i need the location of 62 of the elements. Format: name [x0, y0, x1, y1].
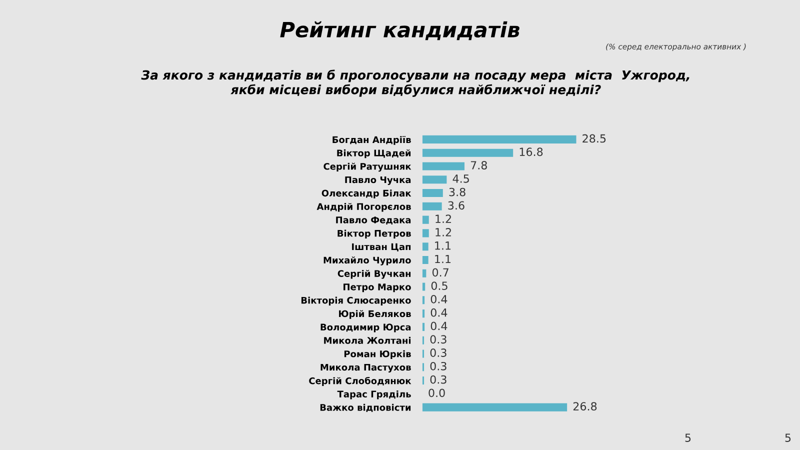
- y-tick-label: Володимир Юрса: [320, 324, 411, 332]
- data-label: 3.6: [448, 201, 464, 210]
- data-label: 7.8: [470, 161, 487, 170]
- y-tick-label: Вікторія Слюсаренко: [301, 296, 411, 306]
- data-label: 26.8: [573, 402, 597, 411]
- data-label: 28.5: [582, 134, 606, 143]
- data-label: 0.7: [432, 268, 448, 277]
- y-tick-label: Андрій Погорєлов: [316, 202, 411, 212]
- y-tick-label: Тарас Гряділь: [337, 390, 411, 400]
- data-label: 1.1: [435, 242, 451, 250]
- y-tick-label: Павло Чучка: [345, 176, 411, 185]
- y-tick-label: Іштван Цап: [352, 243, 411, 252]
- y-tick-label: Сергій Слободянюк: [309, 376, 412, 386]
- data-label: 1.1: [435, 254, 451, 264]
- bar: [422, 256, 428, 264]
- y-tick-label: Віктор Петров: [338, 230, 411, 239]
- data-label: 0.0: [428, 388, 445, 398]
- y-tick-label: Сергій Вучкан: [338, 270, 411, 279]
- data-label: 0.5: [431, 282, 448, 290]
- y-tick-label: Віктор Щадей: [337, 149, 411, 158]
- bar: [422, 242, 428, 251]
- data-label: 16.8: [520, 148, 543, 156]
- y-tick-label: Роман Юрків: [344, 350, 411, 360]
- y-tick-label: Олександр Білак: [322, 190, 412, 198]
- bar: [422, 282, 426, 291]
- bar: [422, 202, 442, 210]
- y-tick-label: Юрій Беляков: [339, 310, 411, 319]
- chart-subtitle: За якого з кандидатів ви б проголосували на посаду мера міста Ужгород, якби місцеві вибори відбулися найближчої неділі?: [141, 70, 690, 97]
- bar: [422, 189, 443, 198]
- data-label: 0.3: [430, 362, 446, 370]
- y-tick-label: Микола Жолтані: [324, 336, 411, 344]
- data-label: 0.4: [430, 294, 448, 304]
- y-tick-label: Павло Федака: [336, 216, 411, 224]
- bar: [422, 403, 568, 412]
- y-tick-label: Богдан Андріїв: [332, 136, 411, 145]
- bar: [422, 176, 447, 184]
- bar: [422, 229, 429, 238]
- bar: [422, 322, 425, 331]
- data-label: 0.3: [430, 348, 446, 357]
- data-label: 4.5: [452, 174, 469, 183]
- data-label: 1.2: [436, 214, 451, 223]
- data-label: 3.8: [449, 188, 466, 196]
- chart-title: Рейтинг кандидатів: [280, 21, 520, 40]
- data-label: 0.3: [430, 335, 446, 344]
- bar: [422, 310, 425, 318]
- text: 5: [685, 434, 691, 442]
- bar: [422, 135, 576, 144]
- text: 5: [785, 434, 791, 442]
- bar: [422, 162, 465, 170]
- y-tick-label: Петро Марко: [344, 284, 411, 292]
- bar: [422, 296, 425, 304]
- y-tick-label: Сергій Ратушняк: [324, 162, 412, 172]
- data-label: 1.2: [436, 228, 451, 236]
- y-tick-label: Микола Пастухов: [320, 364, 411, 372]
- bar: [422, 148, 514, 157]
- y-tick-label: Важко відповісти: [320, 404, 411, 412]
- y-tick-label: Михайло Чурило: [324, 256, 411, 266]
- data-label: 0.4: [430, 322, 448, 330]
- bar: [422, 216, 429, 224]
- bar: [422, 269, 426, 278]
- data-label: 0.4: [430, 308, 448, 317]
- data-label: 0.3: [430, 375, 446, 384]
